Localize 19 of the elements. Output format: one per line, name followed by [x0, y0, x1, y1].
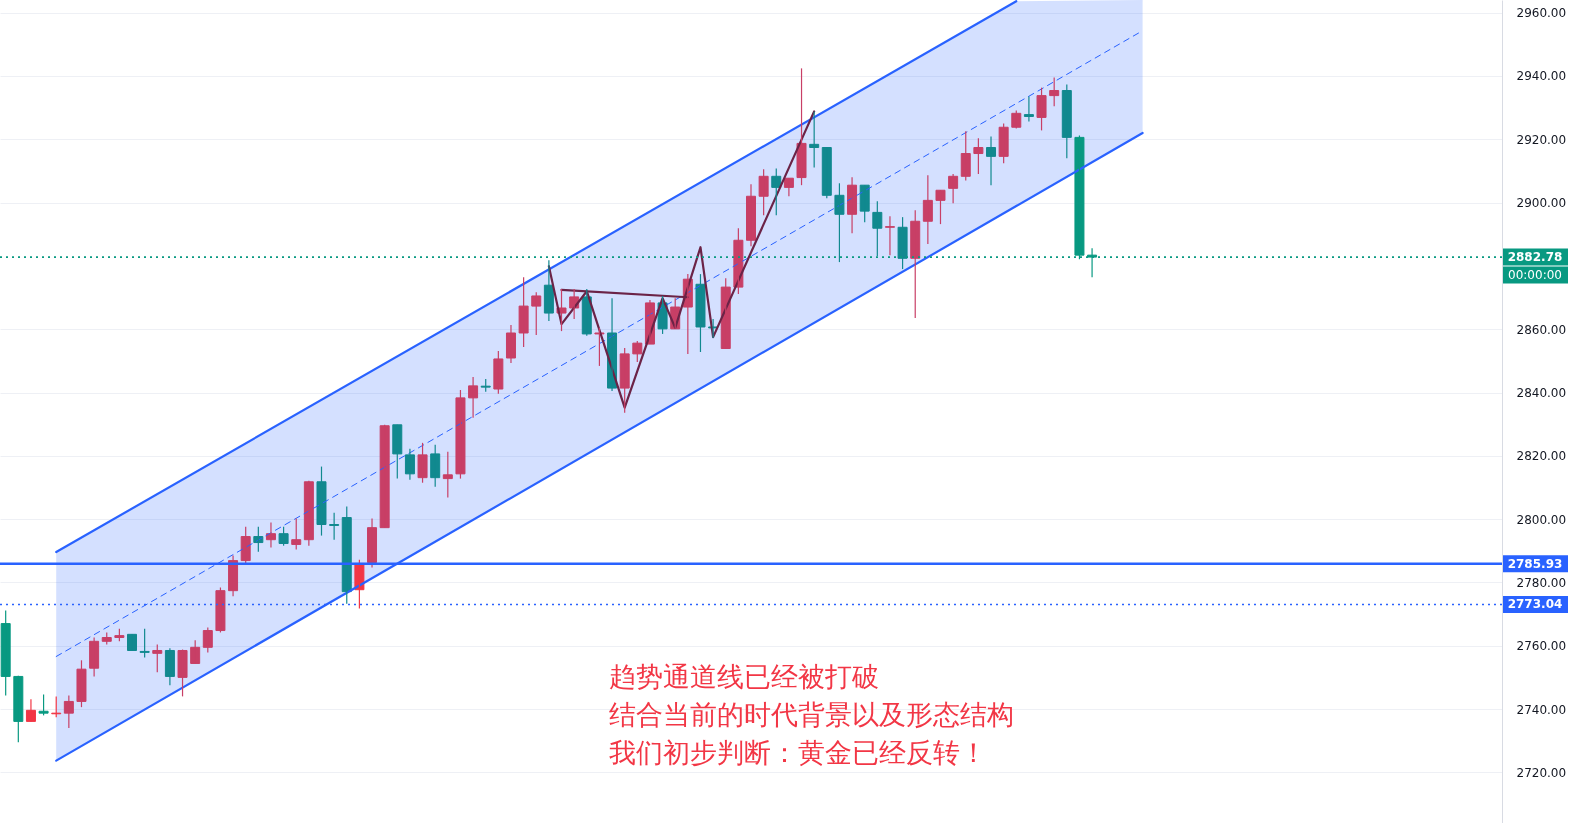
annotation: 趋势通道线已经被打破: [609, 661, 879, 692]
annotation: 我们初步判断：黄金已经反转！: [609, 737, 987, 768]
y-tick-label: 2760.00: [1516, 639, 1567, 654]
ref-line-label: 2882.78: [1507, 250, 1563, 265]
y-tick-label: 2800.00: [1516, 512, 1567, 527]
y-tick-label: 2900.00: [1516, 196, 1567, 211]
y-tick-label: 2780.00: [1516, 575, 1567, 590]
text: 00:00:00: [1508, 268, 1562, 283]
y-tick-label: 2840.00: [1516, 386, 1567, 401]
ref-line-label: 2785.93: [1507, 556, 1563, 571]
y-tick-label: 2920.00: [1516, 132, 1567, 147]
y-tick-label: 2740.00: [1516, 702, 1567, 717]
annotation: 结合当前的时代背景以及形态结构: [609, 699, 1014, 730]
ref-line-label: 2773.04: [1507, 597, 1563, 612]
y-tick-label: 2820.00: [1516, 449, 1567, 464]
y-tick-label: 2860.00: [1516, 322, 1567, 337]
y-tick-label: 2940.00: [1516, 69, 1567, 84]
y-tick-label: 2960.00: [1516, 6, 1567, 21]
y-tick-label: 2720.00: [1516, 765, 1567, 780]
